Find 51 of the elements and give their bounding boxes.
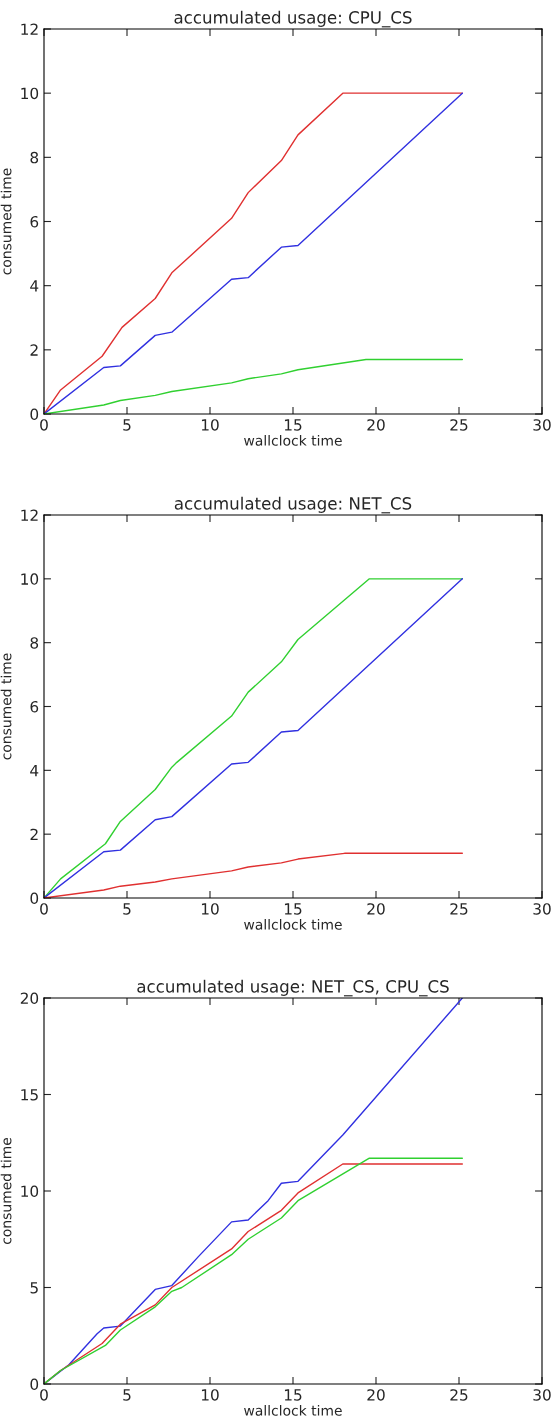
x-tick-label: 15 xyxy=(284,419,302,431)
y-tick-label: 4 xyxy=(30,765,39,777)
y-tick-label: 6 xyxy=(30,700,39,713)
y-axis-title: consumed time xyxy=(0,168,12,275)
x-tick-label: 10 xyxy=(201,419,219,431)
x-axis-title: wallclock time xyxy=(244,1405,342,1416)
y-tick-label: 8 xyxy=(30,637,39,649)
chart-title: accumulated usage: CPU_CS xyxy=(174,10,412,28)
x-tick-label: 5 xyxy=(123,419,131,431)
y-tick-label: 2 xyxy=(30,344,38,356)
y-tick-label: 0 xyxy=(30,1378,39,1391)
x-tick-label: 20 xyxy=(367,903,385,915)
y-tick-label: 12 xyxy=(21,509,38,521)
chart-title: accumulated usage: NET_CS xyxy=(174,496,412,514)
x-tick-label: 0 xyxy=(40,419,48,431)
x-tick-label: 0 xyxy=(40,1389,48,1401)
y-tick-label: 6 xyxy=(30,215,39,228)
x-tick-label: 25 xyxy=(450,903,468,915)
y-axis-title: consumed time xyxy=(0,653,12,760)
x-tick-label: 15 xyxy=(284,903,302,915)
x-tick-label: 15 xyxy=(284,1389,302,1401)
y-axis-title: consumed time xyxy=(0,1137,12,1245)
x-tick-label: 0 xyxy=(40,903,48,915)
y-tick-label: 4 xyxy=(30,280,39,292)
x-axis-title: wallclock time xyxy=(244,919,342,930)
x-tick-label: 5 xyxy=(123,903,131,915)
x-tick-label: 30 xyxy=(533,419,551,431)
y-tick-label: 12 xyxy=(21,23,38,35)
line-series xyxy=(44,578,464,898)
y-tick-label: 20 xyxy=(20,992,39,1005)
y-tick-label: 10 xyxy=(21,1185,39,1198)
x-tick-label: 20 xyxy=(367,419,385,431)
x-axis-title: wallclock time xyxy=(244,435,342,446)
x-tick-label: 10 xyxy=(201,1389,219,1401)
y-tick-label: 5 xyxy=(30,1282,38,1294)
y-tick-label: 15 xyxy=(21,1089,38,1101)
x-tick-label: 30 xyxy=(533,1389,551,1401)
line-series xyxy=(44,92,464,414)
x-tick-label: 5 xyxy=(123,1389,131,1401)
y-tick-label: 2 xyxy=(30,828,38,840)
y-tick-label: 8 xyxy=(30,151,39,164)
y-tick-label: 10 xyxy=(21,87,39,100)
x-tick-label: 20 xyxy=(367,1389,385,1401)
x-tick-label: 10 xyxy=(201,903,219,915)
y-tick-label: 10 xyxy=(21,573,39,585)
y-tick-label: 0 xyxy=(30,408,39,421)
x-tick-label: 25 xyxy=(450,1389,468,1401)
x-tick-label: 30 xyxy=(533,903,551,915)
y-tick-label: 0 xyxy=(30,892,39,905)
chart-title: accumulated usage: NET_CS, CPU_CS xyxy=(137,979,449,997)
x-tick-label: 25 xyxy=(450,419,468,431)
